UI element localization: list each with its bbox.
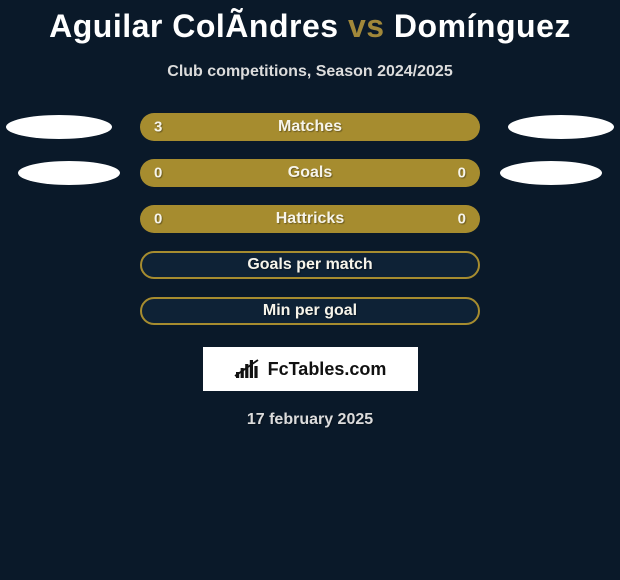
stat-label: Min per goal (263, 302, 357, 320)
player1-name: Aguilar ColÃndres (49, 8, 338, 44)
player1-photo-placeholder (18, 161, 120, 185)
stat-label: Hattricks (276, 210, 344, 228)
stat-bar: Goals per match (140, 251, 480, 279)
comparison-infographic: Aguilar ColÃndres vs Domínguez Club comp… (0, 0, 620, 429)
logo-text: FcTables.com (268, 359, 387, 380)
player2-name: Domínguez (394, 8, 571, 44)
stat-row: Goals 0 0 (0, 159, 620, 187)
page-title: Aguilar ColÃndres vs Domínguez (49, 8, 571, 45)
stat-label: Goals per match (247, 256, 372, 274)
stat-row: Min per goal (0, 297, 620, 325)
stat-bar: Goals 0 0 (140, 159, 480, 187)
bar-chart-icon (234, 358, 262, 380)
player2-photo-placeholder (500, 161, 602, 185)
stat-value-left: 0 (154, 165, 162, 182)
stat-label: Matches (278, 118, 342, 136)
stat-row: Hattricks 0 0 (0, 205, 620, 233)
date-text: 17 february 2025 (247, 411, 373, 429)
stat-value-right: 0 (458, 211, 466, 228)
stat-row: Matches 3 (0, 113, 620, 141)
stat-row: Goals per match (0, 251, 620, 279)
player2-photo-placeholder (508, 115, 614, 139)
stat-rows: Matches 3 Goals 0 0 Hattricks 0 0 Goals per matc… (0, 113, 620, 325)
vs-text: vs (348, 8, 385, 44)
player1-photo-placeholder (6, 115, 112, 139)
stat-bar: Hattricks 0 0 (140, 205, 480, 233)
stat-value-left: 3 (154, 119, 162, 136)
subtitle: Club competitions, Season 2024/2025 (167, 63, 452, 81)
stat-bar: Matches 3 (140, 113, 480, 141)
stat-value-right: 0 (458, 165, 466, 182)
stat-label: Goals (288, 164, 332, 182)
stat-bar: Min per goal (140, 297, 480, 325)
logo-box: FcTables.com (203, 347, 418, 391)
stat-value-left: 0 (154, 211, 162, 228)
